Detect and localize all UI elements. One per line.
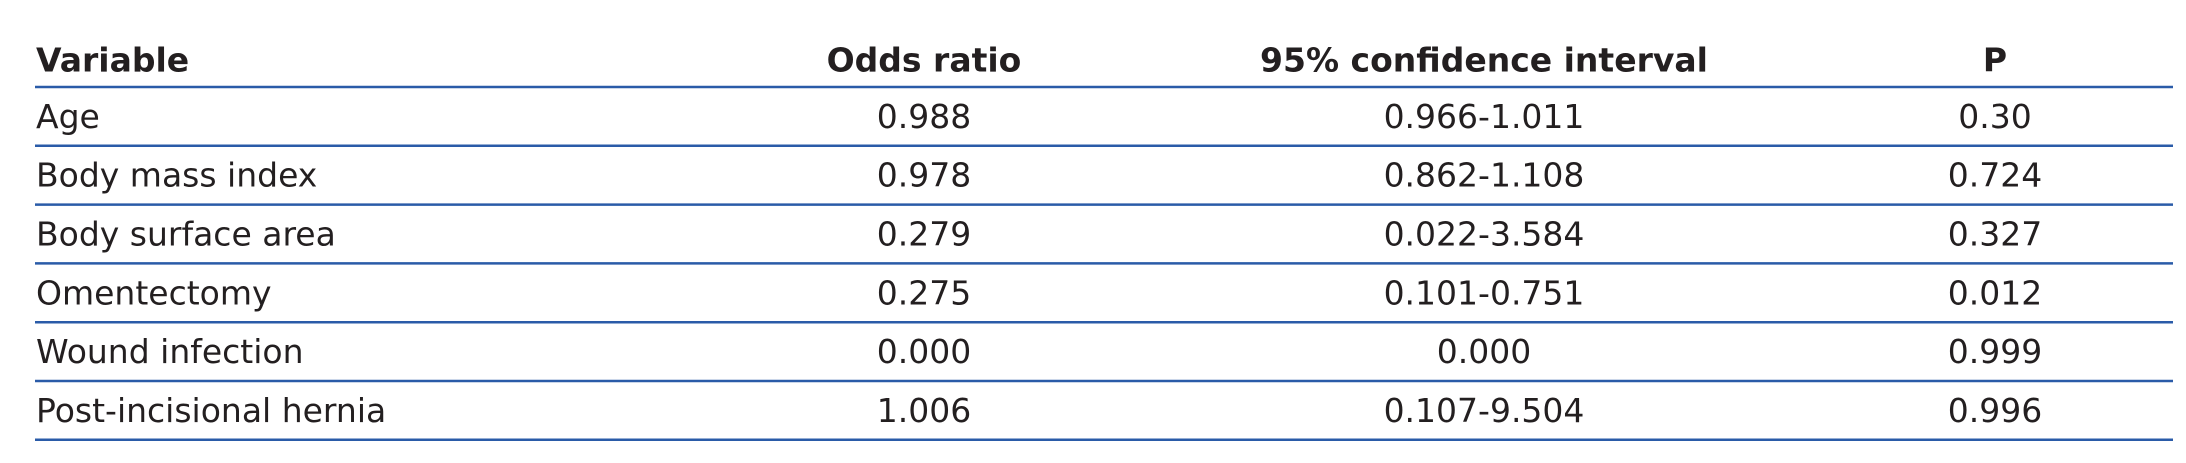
cell: 0.107-9.504 [1384,391,1585,430]
cell: 0.862-1.108 [1384,156,1585,195]
cell: 0.30 [1958,97,2031,136]
column-header: Odds ratio [827,41,1022,80]
row-label: Body mass index [36,156,317,195]
cell: 0.022-3.584 [1384,215,1585,254]
cell: 0.012 [1948,273,2042,312]
cell: 0.279 [877,215,971,254]
row-label: Post-incisional hernia [36,391,386,430]
cell: 0.724 [1948,156,2042,195]
row-label: Omentectomy [36,273,272,312]
cell: 0.996 [1948,391,2042,430]
cell: 0.000 [1437,332,1531,371]
cell: 0.327 [1948,215,2042,254]
cell: 0.966-1.011 [1384,97,1585,136]
cell: 0.275 [877,273,971,312]
cell: 0.101-0.751 [1384,273,1585,312]
column-header: 95% confidence interval [1260,41,1708,80]
cell: 0.988 [877,97,971,136]
cell: 1.006 [877,391,971,430]
cell: 0.000 [877,332,971,371]
cell: 0.999 [1948,332,2042,371]
column-header: Variable [36,41,189,80]
column-header: P [1983,41,2007,80]
cell: 0.978 [877,156,971,195]
row-label: Age [36,97,100,136]
row-label: Wound infection [36,332,304,371]
row-label: Body surface area [36,215,336,254]
